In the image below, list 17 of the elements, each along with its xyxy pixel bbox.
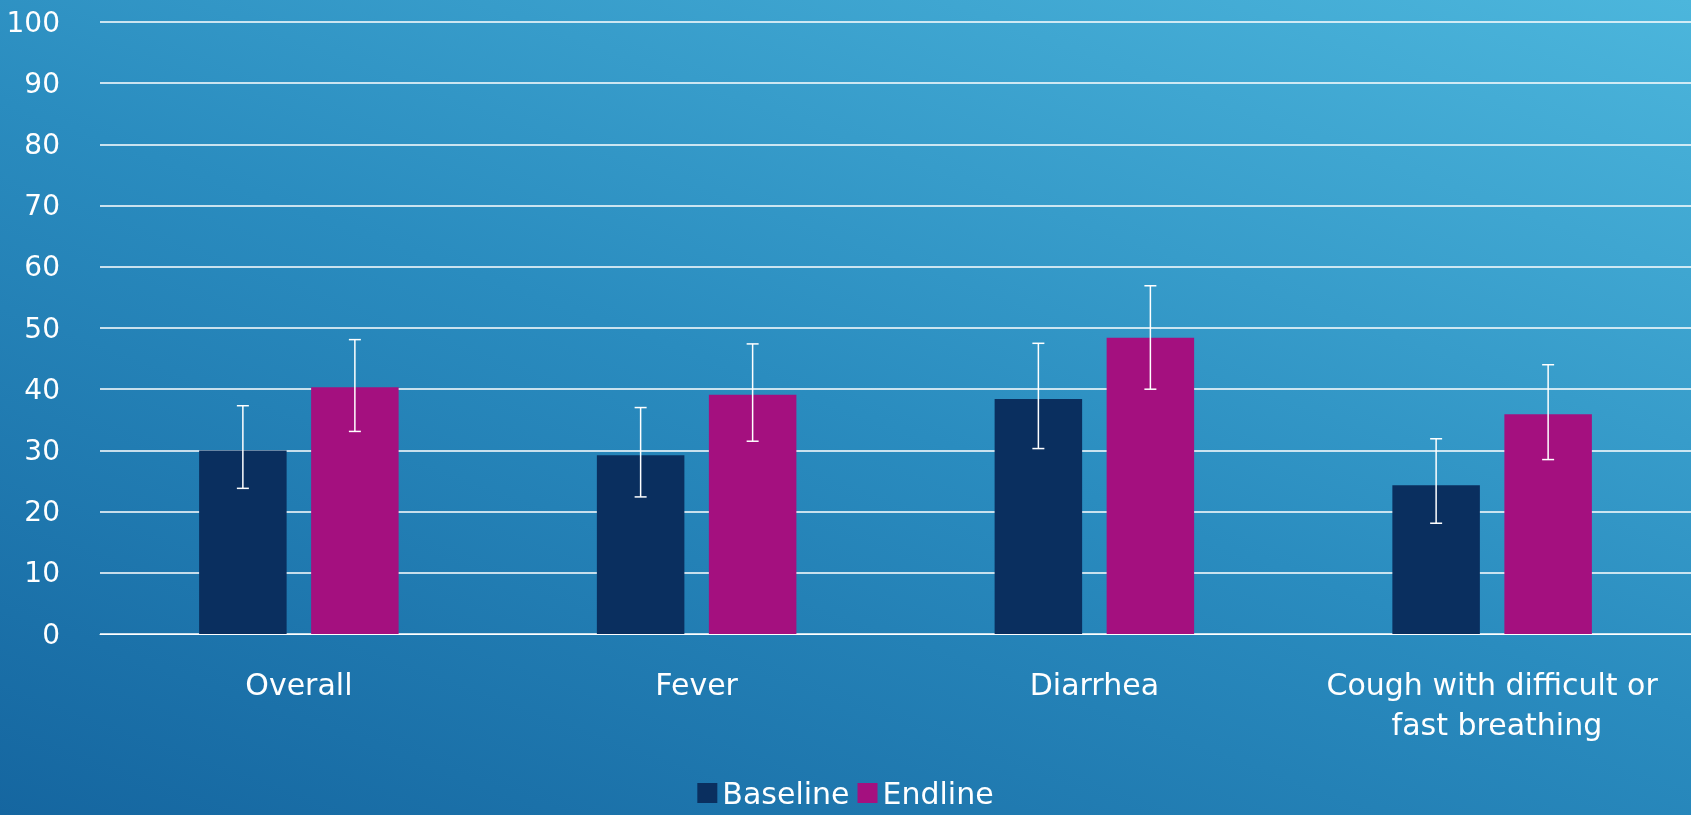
legend-label: Baseline: [722, 775, 850, 811]
y-tick-label: 80: [24, 127, 60, 161]
y-tick-label: 40: [24, 372, 60, 406]
x-tick-label: Cough with difficult or fast breathing: [1326, 666, 1659, 742]
y-tick-label: 0: [42, 617, 60, 651]
y-tick-label: 60: [24, 250, 60, 284]
x-tick-label: Overall: [245, 666, 353, 702]
legend-label: Endline: [882, 775, 994, 811]
y-tick-label: 100: [6, 5, 60, 39]
y-tick-label: 30: [24, 433, 60, 467]
y-tick-label: 70: [24, 189, 60, 223]
y-tick-label: 50: [24, 311, 60, 345]
x-tick-label: Diarrhea: [1029, 666, 1160, 702]
y-tick-label: 10: [24, 556, 60, 590]
y-tick-label: 90: [24, 66, 60, 100]
x-tick-label: Fever: [655, 666, 739, 702]
y-tick-label: 20: [24, 495, 60, 529]
